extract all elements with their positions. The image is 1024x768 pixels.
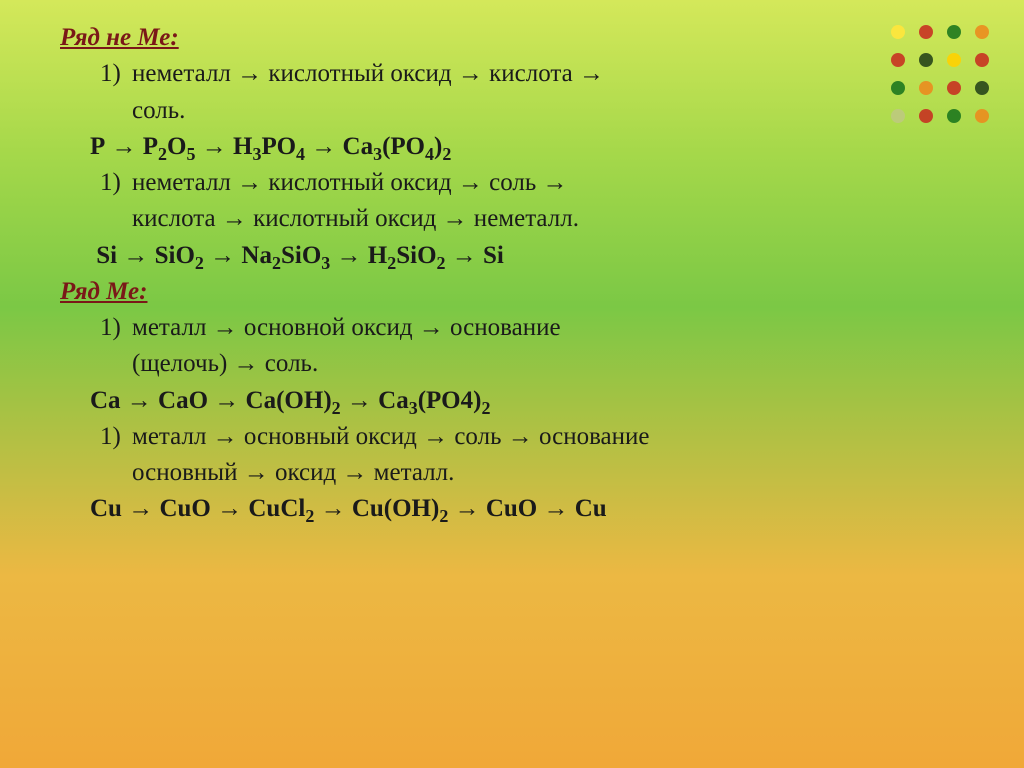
dot-icon (947, 25, 961, 39)
item-d-text1: металл → основный оксид → соль → основан… (132, 423, 650, 450)
dot-icon (947, 53, 961, 67)
dot-icon (891, 81, 905, 95)
item-a-num: 1) (100, 56, 132, 92)
item-d-num: 1) (100, 419, 132, 455)
dot-icon (947, 81, 961, 95)
item-d-formula: Cu → CuO → CuCl2 → Cu(OH)2 → CuO → Cu (90, 491, 974, 527)
item-b-line2: кислота → кислотный оксид → неметалл. (132, 201, 974, 237)
heading-ne-me: Ряд не Ме: (60, 20, 974, 56)
item-c-line2: (щелочь) → соль. (132, 346, 974, 382)
heading-me: Ряд Ме: (60, 274, 974, 310)
item-b-formula: Si → SiO2 → Na2SiO3 → H2SiO2 → Si (90, 238, 974, 274)
decorative-dot-grid (886, 20, 994, 128)
item-a-line2: соль. (132, 93, 974, 129)
item-a-line1: 1)неметалл → кислотный оксид → кислота → (100, 56, 974, 92)
dot-icon (975, 53, 989, 67)
dot-icon (975, 81, 989, 95)
item-a-formula: Р → Р2О5 → Н3РО4 → Са3(РО4)2 (90, 129, 974, 165)
slide-content: Ряд не Ме: 1)неметалл → кислотный оксид … (0, 0, 1024, 548)
item-c-formula: Са → СаО → Са(ОН)2 → Са3(РО4)2 (90, 383, 974, 419)
item-c-num: 1) (100, 310, 132, 346)
dot-icon (947, 109, 961, 123)
item-b-line1: 1)неметалл → кислотный оксид → соль → (100, 165, 974, 201)
dot-icon (919, 25, 933, 39)
item-a-text1: неметалл → кислотный оксид → кислота → (132, 60, 604, 87)
item-c-text1: металл → основной оксид → основание (132, 314, 561, 341)
dot-icon (975, 109, 989, 123)
item-d-line2: основный → оксид → металл. (132, 455, 974, 491)
item-d-line1: 1)металл → основный оксид → соль → основ… (100, 419, 974, 455)
dot-icon (891, 109, 905, 123)
dot-icon (975, 25, 989, 39)
item-b-text1: неметалл → кислотный оксид → соль → (132, 169, 568, 196)
dot-icon (891, 53, 905, 67)
dot-icon (919, 109, 933, 123)
dot-icon (891, 25, 905, 39)
dot-icon (919, 53, 933, 67)
item-c-line1: 1)металл → основной оксид → основание (100, 310, 974, 346)
item-b-num: 1) (100, 165, 132, 201)
dot-icon (919, 81, 933, 95)
